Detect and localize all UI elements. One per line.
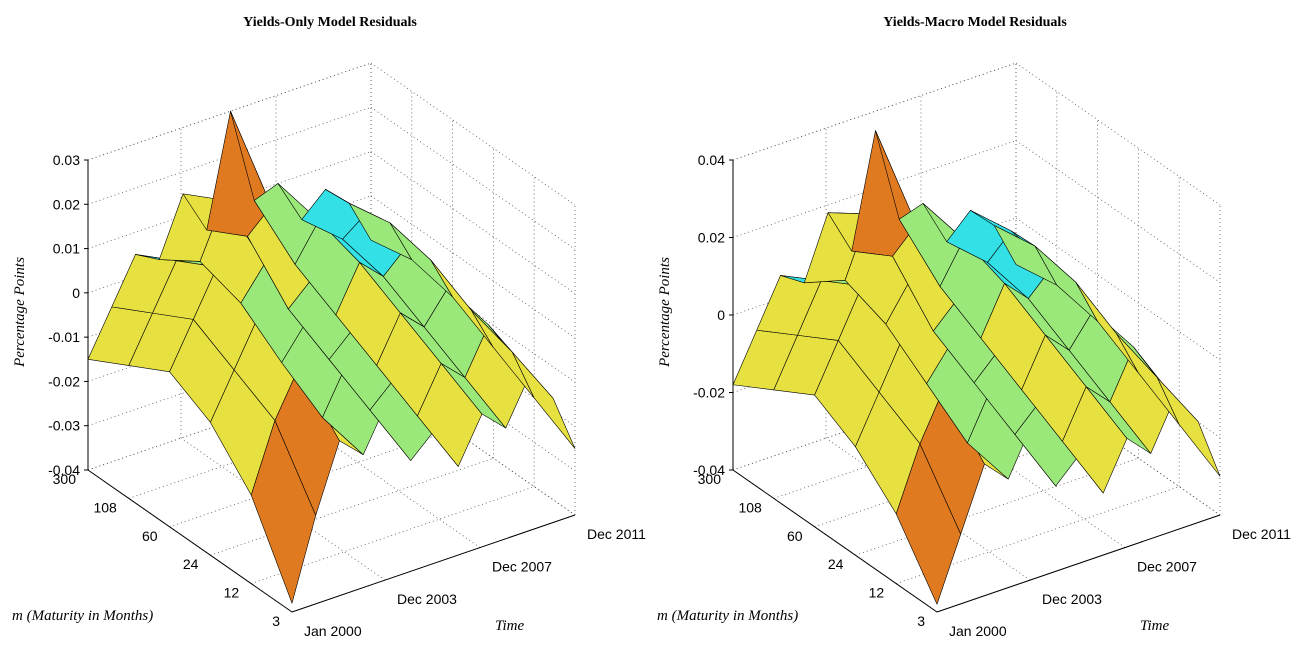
- grid-line: [370, 195, 576, 339]
- y-tick-label: 12: [869, 585, 885, 601]
- z-tick-label: 0.03: [53, 152, 80, 168]
- surface-patch: [512, 352, 576, 449]
- x-axis-label: Time: [1140, 618, 1170, 634]
- chart-title: Yields-Macro Model Residuals: [883, 15, 1067, 30]
- y-tick-label: 108: [93, 499, 117, 515]
- grid-line: [370, 372, 576, 516]
- grid-line: [370, 151, 576, 294]
- z-tick-label: -0.02: [48, 373, 80, 389]
- x-tick-label: Dec 2003: [397, 591, 457, 607]
- z-tick-label: 0.02: [53, 196, 80, 212]
- x-axis: [936, 514, 1221, 613]
- z-axis-label: Percentage Points: [12, 257, 28, 368]
- y-axis: [87, 469, 293, 613]
- y-tick-label: 3: [917, 613, 925, 629]
- x-tick-label: Dec 2007: [492, 559, 552, 575]
- y-tick-label: 300: [53, 471, 77, 487]
- z-tick-label: 0.01: [53, 241, 80, 257]
- grid-line: [1015, 140, 1221, 283]
- y-axis-label: m (Maturity in Months): [657, 608, 798, 624]
- grid-line: [275, 405, 481, 548]
- z-tick-label: -0.03: [48, 418, 80, 434]
- x-tick-label: Jan 2000: [304, 623, 362, 639]
- y-tick-label: 24: [828, 556, 844, 572]
- y-tick-label: 108: [738, 499, 762, 515]
- x-tick-label: Dec 2011: [1232, 526, 1291, 542]
- x-tick-label: Dec 2011: [587, 526, 646, 542]
- x-tick-label: Jan 2000: [949, 623, 1007, 639]
- chart-title: Yields-Only Model Residuals: [243, 15, 417, 30]
- grid-line: [370, 62, 576, 206]
- grid-line: [920, 405, 1126, 548]
- y-axis: [732, 469, 938, 613]
- z-tick-label: 0: [717, 307, 725, 323]
- y-tick-label: 300: [698, 471, 722, 487]
- x-axis-label: Time: [495, 618, 525, 634]
- z-axis-label: Percentage Points: [657, 257, 673, 368]
- x-tick-label: Dec 2007: [1137, 559, 1197, 575]
- x-tick-label: Dec 2003: [1042, 591, 1102, 607]
- x-axis: [291, 514, 576, 613]
- surface-patch: [1157, 377, 1221, 477]
- z-tick-label: -0.02: [693, 385, 725, 401]
- z-tick-label: -0.01: [48, 329, 80, 345]
- z-tick-label: 0: [72, 285, 80, 301]
- y-tick-label: 3: [272, 613, 280, 629]
- z-tick-label: -0.04: [693, 462, 725, 478]
- y-tick-label: 24: [183, 556, 199, 572]
- y-tick-label: 12: [224, 585, 240, 601]
- z-tick-label: 0.04: [698, 152, 725, 168]
- y-tick-label: 60: [142, 528, 158, 544]
- grid-line: [1015, 217, 1221, 361]
- surface-patch: [206, 110, 272, 237]
- y-tick-label: 60: [787, 528, 803, 544]
- z-tick-label: -0.04: [48, 462, 80, 478]
- y-axis-label: m (Maturity in Months): [12, 608, 153, 624]
- z-tick-label: 0.02: [698, 230, 725, 246]
- grid-line: [1015, 62, 1221, 206]
- grid-line: [370, 106, 576, 250]
